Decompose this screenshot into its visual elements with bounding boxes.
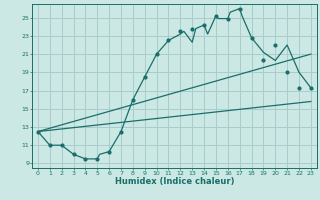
X-axis label: Humidex (Indice chaleur): Humidex (Indice chaleur) (115, 177, 234, 186)
